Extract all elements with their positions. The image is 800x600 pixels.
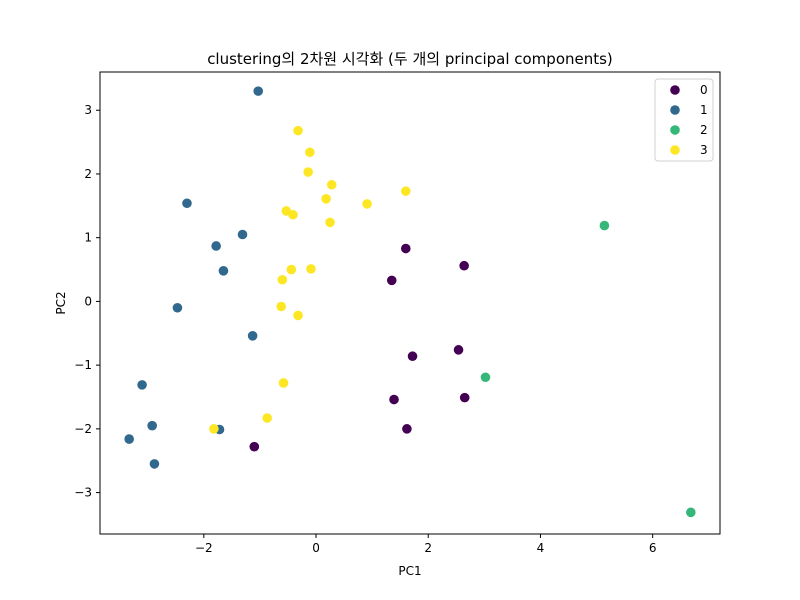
legend-label: 3 [700,143,708,157]
point-cluster-1 [253,86,264,96]
point-cluster-3 [293,310,303,321]
point-cluster-0 [407,351,418,362]
x-axis-label: PC1 [398,564,421,578]
point-cluster-3 [362,199,372,209]
y-tick-label: −1 [74,358,92,372]
point-cluster-1 [147,420,157,431]
legend-marker-2 [670,125,680,135]
point-cluster-3 [262,413,273,423]
point-cluster-0 [453,345,464,355]
point-cluster-0 [389,394,399,405]
point-cluster-0 [386,275,397,286]
legend-label: 0 [700,83,708,97]
point-cluster-3 [321,194,331,204]
legend-box [654,78,714,162]
x-tick-label: 6 [649,541,657,555]
point-cluster-1 [149,459,160,469]
point-cluster-1 [211,241,221,251]
point-cluster-3 [278,378,289,388]
point-cluster-1 [124,434,134,444]
point-cluster-3 [325,217,335,228]
point-cluster-1 [247,331,258,341]
point-cluster-3 [306,264,316,274]
point-cluster-1 [172,302,183,313]
chart-title: clustering의 2차원 시각화 (두 개의 principal comp… [207,50,613,68]
y-tick-label: −3 [74,486,92,500]
point-cluster-1 [218,266,229,276]
y-axis-label: PC2 [54,291,68,314]
point-cluster-3 [303,167,313,177]
point-cluster-2 [480,372,491,383]
legend-label: 1 [700,103,708,117]
legend-marker-1 [670,105,680,115]
point-cluster-2 [599,220,610,231]
y-tick-label: 3 [84,103,92,117]
point-cluster-1 [237,229,248,240]
point-cluster-1 [182,198,192,209]
point-cluster-3 [326,179,337,190]
legend-label: 2 [700,123,708,137]
point-cluster-3 [400,186,411,196]
y-tick-label: 1 [84,231,92,245]
plot-area-frame [99,71,721,535]
point-cluster-0 [402,424,412,434]
y-tick-label: −2 [74,422,92,436]
x-tick-label: −2 [195,541,213,555]
point-cluster-1 [137,380,147,390]
x-tick-label: 2 [424,541,432,555]
legend-marker-0 [670,85,680,95]
point-cluster-3 [288,209,298,220]
point-cluster-0 [400,243,411,254]
axis-ticks: −2 0 2 4 6 −3 −2 −1 0 1 2 3 [74,103,656,555]
data-points [124,86,696,518]
y-tick-label: 0 [84,294,92,308]
point-cluster-3 [277,274,288,285]
x-tick-label: 4 [537,541,545,555]
x-tick-label: 0 [312,541,320,555]
point-cluster-3 [286,264,297,275]
y-tick-label: 2 [84,167,92,181]
point-cluster-3 [305,147,315,158]
point-cluster-2 [686,507,696,518]
point-cluster-3 [293,125,303,136]
legend-marker-3 [670,145,680,155]
point-cluster-3 [276,301,287,312]
point-cluster-0 [459,260,469,271]
point-cluster-0 [459,392,470,403]
point-cluster-3 [209,424,219,434]
legend: 0 1 2 3 [654,78,714,162]
point-cluster-0 [249,441,260,452]
